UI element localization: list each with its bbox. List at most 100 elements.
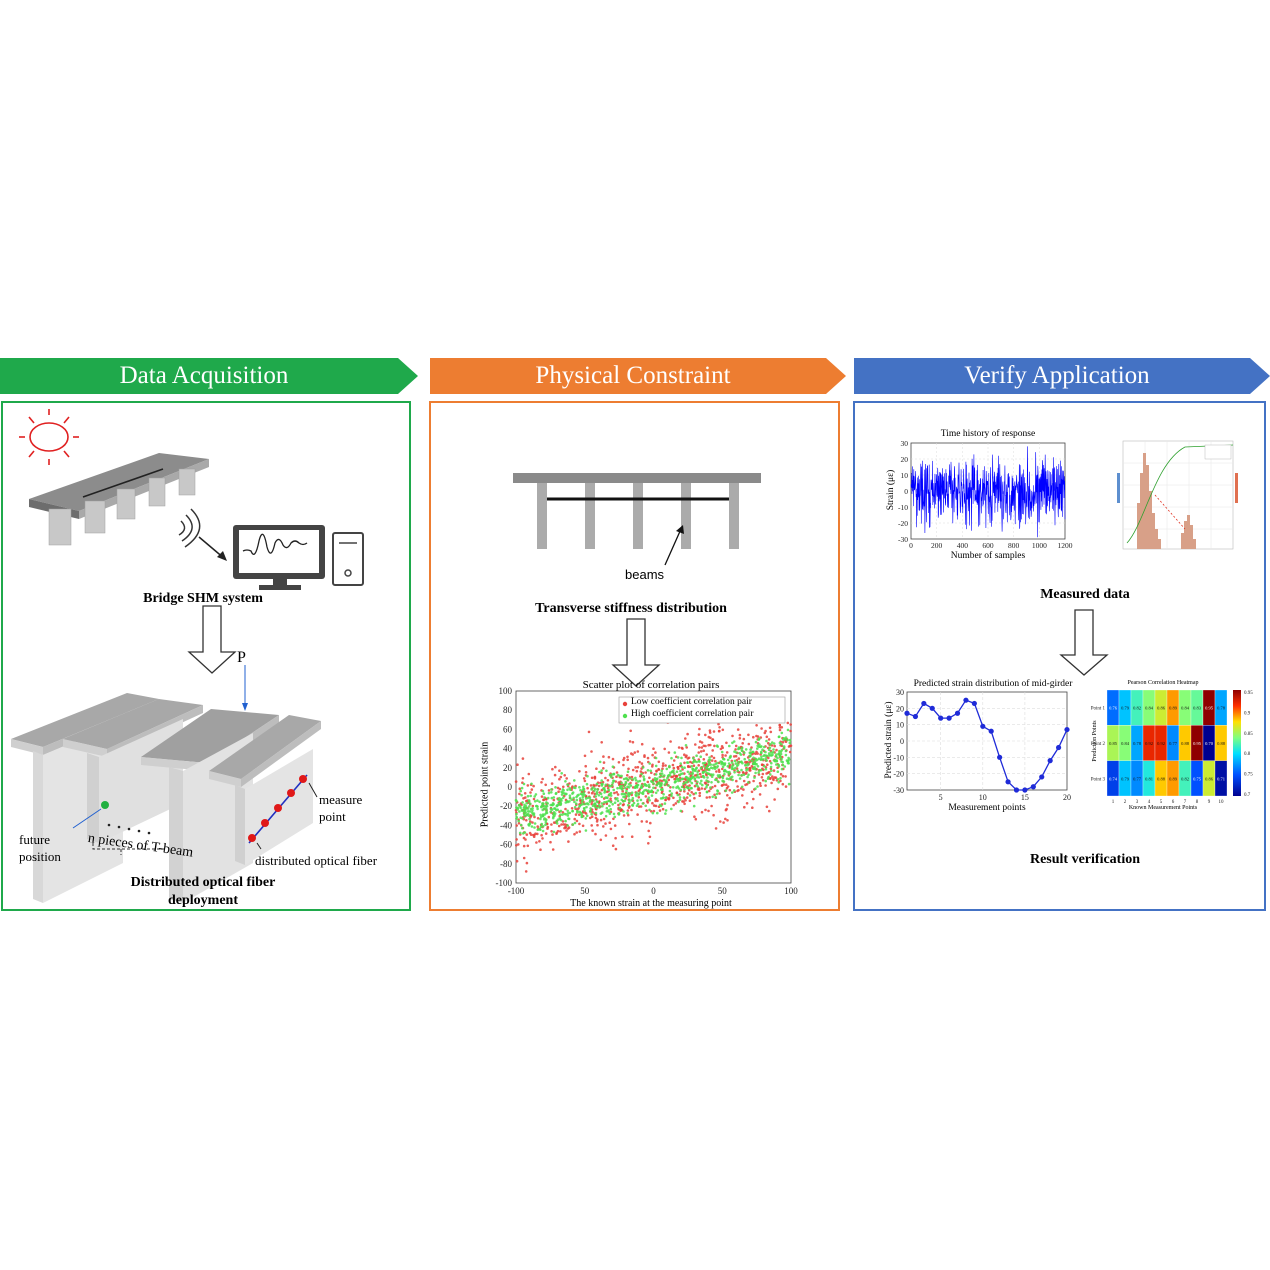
scatter-point: [520, 793, 523, 797]
scatter-point: [768, 759, 772, 763]
scatter-point: [715, 770, 718, 773]
scatter-point: [688, 777, 691, 781]
scatter-point: [626, 811, 629, 815]
predicted-strain-point: [1030, 784, 1036, 790]
scatter-point: [607, 755, 611, 759]
scatter-point: [705, 753, 708, 756]
scatter-point: [641, 802, 645, 805]
scatter-point: [646, 769, 650, 772]
scatter-point: [618, 786, 622, 790]
scatter-point: [602, 767, 605, 770]
scatter-point: [608, 784, 612, 788]
scatter-point: [742, 788, 745, 791]
scatter-point: [590, 815, 594, 818]
scatter-point: [654, 791, 658, 795]
scatter-point: [594, 798, 598, 801]
scatter-point: [728, 796, 731, 800]
scatter-point: [525, 819, 528, 822]
scatter-point: [740, 768, 743, 772]
scatter-point: [726, 765, 730, 768]
heatmap-cell-value: 0.84: [1121, 741, 1130, 746]
scatter-point: [651, 811, 655, 815]
scatter-legend: [618, 696, 786, 724]
scatter-point: [769, 730, 773, 734]
scatter-point: [640, 784, 643, 787]
scatter-point: [709, 763, 712, 766]
scatter-point: [664, 798, 667, 801]
scatter-point: [529, 791, 532, 794]
scatter-point: [747, 733, 750, 737]
scatter-point: [584, 764, 587, 768]
scatter-point: [746, 764, 749, 767]
scatter-point: [695, 783, 698, 787]
scatter-point: [575, 831, 578, 834]
heatmap-cell-value: 0.74: [1109, 776, 1118, 781]
scatter-point: [536, 825, 539, 828]
scatter-point: [642, 775, 645, 778]
scatter-point: [631, 804, 635, 807]
scatter-point: [554, 792, 558, 795]
scatter-point: [591, 786, 595, 789]
scatter-point: [573, 779, 576, 782]
future-position-label: future position: [19, 832, 61, 864]
scatter-point: [547, 789, 551, 792]
heatmap-col-label: 10: [1219, 800, 1225, 805]
scatter-point: [701, 762, 705, 765]
scatter-point: [550, 788, 553, 791]
scatter-point: [700, 810, 704, 814]
scatter-point: [696, 773, 699, 776]
scatter-point: [598, 760, 602, 764]
heatmap-cell-value: 0.86: [1205, 776, 1214, 781]
scatter-point: [604, 822, 607, 825]
scatter-point: [652, 786, 655, 790]
scatter-point: [628, 822, 631, 826]
scatter-point: [701, 783, 704, 787]
scatter-ytick-label: 100: [499, 686, 513, 696]
scatter-point: [629, 729, 632, 733]
panel2-graphics: 100 80 60 40 20 0 -20 -40 -60 -80 -100-100 50 0 50 100: [496, 473, 798, 896]
scatter-point: [702, 758, 706, 761]
scatter-point: [734, 754, 738, 758]
scatter-point: [644, 771, 647, 774]
scatter-point: [707, 767, 711, 771]
scatter-point: [693, 796, 696, 800]
scatter-point: [667, 778, 671, 782]
scatter-point: [767, 752, 771, 755]
scatter-point: [688, 780, 692, 783]
scatter-point: [589, 807, 592, 810]
scatter-point: [672, 766, 676, 770]
scatter-point: [600, 782, 604, 786]
scatter-point: [517, 843, 520, 846]
heatmap-col-label: 5: [1160, 800, 1163, 805]
scatter-point: [759, 784, 762, 787]
scatter-point: [777, 752, 781, 755]
predicted-title: Predicted strain distribution of mid-gir…: [913, 679, 1073, 689]
scatter-point: [708, 756, 711, 759]
scatter-point: [782, 746, 786, 750]
scatter-point: [721, 779, 724, 783]
load-label-p: P: [237, 649, 246, 666]
scatter-point: [708, 729, 712, 732]
scatter-point: [560, 799, 563, 802]
scatter-point: [733, 750, 736, 753]
scatter-point: [680, 765, 684, 769]
scatter-point: [592, 799, 595, 802]
predicted-xtick-label: 15: [1021, 793, 1029, 802]
colorbar-tick-label: 0.9: [1244, 711, 1251, 716]
time-history-xtick-label: 400: [957, 541, 969, 550]
scatter-point: [749, 754, 752, 757]
scatter-point: [756, 765, 760, 768]
colorbar-tick-label: 0.7: [1244, 793, 1251, 798]
scatter-point: [768, 809, 771, 813]
scatter-point: [770, 741, 774, 744]
scatter-point: [568, 794, 572, 797]
scatter-point: [615, 775, 618, 778]
scatter-point: [578, 830, 582, 833]
scatter-point: [683, 802, 686, 806]
scatter-point: [673, 777, 676, 781]
scatter-point: [758, 737, 761, 740]
scatter-point: [608, 793, 611, 797]
wireless-signal-icon: [178, 508, 201, 548]
scatter-point: [724, 817, 727, 821]
predicted-strain-point: [997, 754, 1003, 760]
